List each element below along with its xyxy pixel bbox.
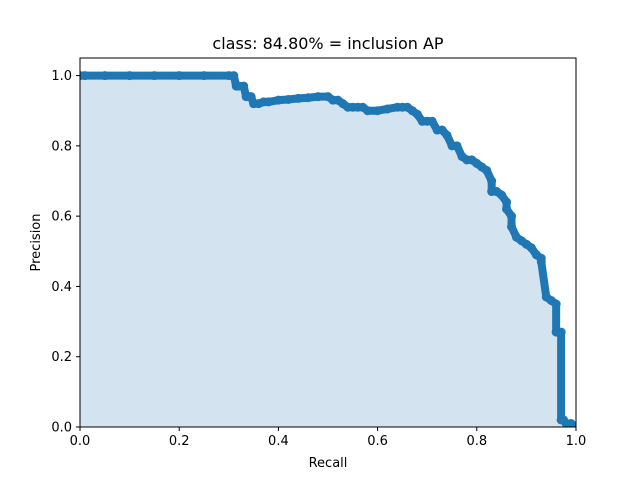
pr-point bbox=[383, 104, 393, 114]
pr-point bbox=[556, 327, 566, 337]
pr-point bbox=[246, 92, 256, 102]
pr-point bbox=[283, 94, 293, 104]
pr-point bbox=[273, 95, 283, 105]
pr-point bbox=[100, 71, 110, 81]
pr-point bbox=[482, 165, 492, 175]
pr-point bbox=[239, 81, 249, 91]
pr-point bbox=[536, 257, 546, 267]
pr-point bbox=[293, 93, 303, 103]
x-tick-label: 0.4 bbox=[268, 434, 289, 449]
pr-point bbox=[427, 116, 437, 126]
pr-point bbox=[373, 106, 383, 116]
axes-frame bbox=[79, 57, 577, 428]
pr-point bbox=[571, 422, 576, 427]
pr-point bbox=[502, 197, 512, 207]
pr-point bbox=[487, 176, 497, 186]
pr-point bbox=[412, 109, 422, 119]
pr-point bbox=[149, 71, 159, 81]
pr-point bbox=[199, 71, 209, 81]
pr-point bbox=[303, 93, 313, 103]
chart-title: class: 84.80% = inclusion AP bbox=[212, 34, 443, 53]
pr-point bbox=[442, 130, 452, 140]
y-axis-label: Precision bbox=[29, 213, 44, 271]
pr-point bbox=[452, 141, 462, 151]
x-axis-label: Recall bbox=[309, 456, 348, 471]
pr-point bbox=[313, 92, 323, 102]
pr-point bbox=[363, 106, 373, 116]
x-tick-label: 1.0 bbox=[566, 434, 587, 449]
y-tick-label: 0.2 bbox=[51, 350, 72, 365]
x-tick-label: 0.0 bbox=[70, 434, 91, 449]
pr-area-fill bbox=[80, 75, 576, 427]
y-tick-label: 0.0 bbox=[51, 421, 72, 436]
pr-point bbox=[507, 211, 517, 221]
x-tick-label: 0.6 bbox=[367, 434, 388, 449]
x-tick-label: 0.2 bbox=[169, 434, 190, 449]
pr-point bbox=[80, 71, 90, 81]
y-tick-label: 1.0 bbox=[51, 69, 72, 84]
y-tick-label: 0.6 bbox=[51, 210, 72, 225]
plot-area bbox=[80, 71, 576, 427]
pr-point bbox=[229, 71, 239, 81]
pr-point bbox=[497, 190, 507, 200]
tick-marks: 0.0 0.2 0.4 0.6 0.8 1.0 0.0 0.2 0.4 0.6 0.8 1.0 bbox=[51, 69, 586, 449]
pr-point bbox=[551, 299, 561, 309]
pr-point bbox=[263, 97, 273, 107]
y-tick-label: 0.4 bbox=[51, 280, 72, 295]
pr-point bbox=[125, 71, 135, 81]
pr-point bbox=[502, 204, 512, 214]
y-tick-label: 0.8 bbox=[51, 139, 72, 154]
x-tick-label: 0.8 bbox=[466, 434, 487, 449]
pr-point bbox=[526, 243, 536, 253]
pr-point bbox=[507, 222, 517, 232]
pr-point bbox=[174, 71, 184, 81]
